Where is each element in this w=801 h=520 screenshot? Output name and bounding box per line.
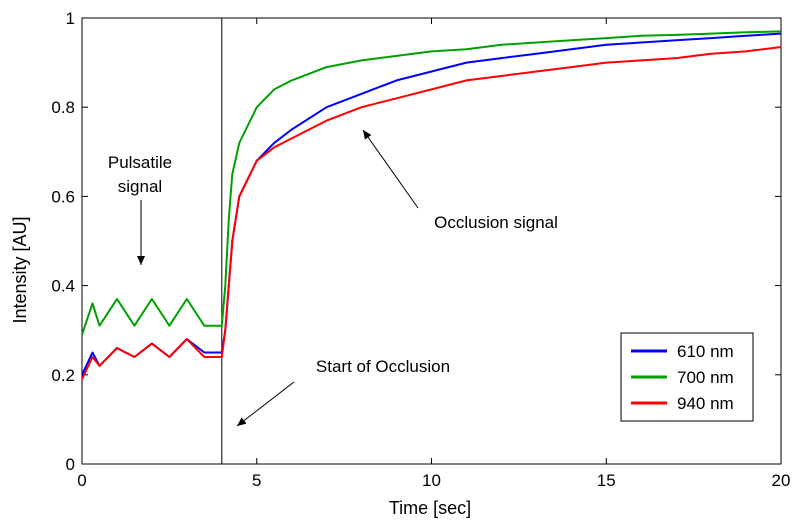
legend: 610 nm 700 nm 940 nm: [620, 332, 754, 422]
annotation-arrow-start: [236, 381, 295, 427]
y-tick-label: 0: [66, 455, 75, 474]
series-line-700-nm: [81, 30, 782, 336]
annotation-occlusion-signal: Occlusion signal: [434, 213, 558, 232]
x-tick-label: 0: [77, 471, 86, 490]
series-line-940-nm: [81, 46, 782, 380]
legend-label: 610 nm: [677, 342, 734, 361]
annotation-pulsatile-signal: Pulsatile signal: [108, 153, 172, 196]
y-tick-label: 0.4: [51, 277, 75, 296]
y-tick-label: 1: [66, 9, 75, 28]
y-tick-label: 0.2: [51, 366, 75, 385]
series-lines: [81, 30, 782, 380]
x-tick-label: 15: [597, 471, 616, 490]
axis-ticks: 0 5 10 15 20 0 0.2 0.4 0.6 0.8 1: [51, 9, 790, 490]
x-tick-label: 20: [772, 471, 791, 490]
annotation-arrow-occlusion: [362, 129, 419, 209]
y-axis-label: Intensity [AU]: [10, 216, 30, 323]
x-tick-label: 10: [422, 471, 441, 490]
y-tick-label: 0.8: [51, 98, 75, 117]
x-tick-label: 5: [252, 471, 261, 490]
legend-label: 940 nm: [677, 394, 734, 413]
x-axis-label: Time [sec]: [389, 498, 471, 518]
annotation-start-of-occlusion: Start of Occlusion: [316, 357, 450, 376]
legend-label: 700 nm: [677, 368, 734, 387]
y-tick-label: 0.6: [51, 187, 75, 206]
annotations: Pulsatile signal Occlusion signal Start of …: [108, 129, 558, 427]
